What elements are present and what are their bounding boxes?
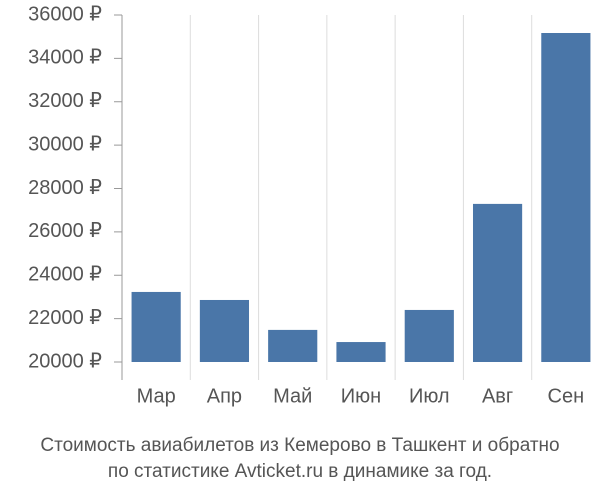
y-tick-label: 30000 ₽ xyxy=(28,133,102,155)
x-tick-label: Июн xyxy=(341,385,381,407)
y-tick-label: 20000 ₽ xyxy=(28,350,102,372)
bar xyxy=(404,309,454,362)
x-tick-label: Апр xyxy=(207,385,242,407)
x-tick-label: Сен xyxy=(548,385,585,407)
bar xyxy=(336,342,386,362)
bar xyxy=(268,329,318,362)
chart-title: по статистике Avticket.ru в динамике за … xyxy=(108,461,492,482)
y-tick-label: 36000 ₽ xyxy=(28,3,102,25)
x-tick-label: Июл xyxy=(409,385,450,407)
y-tick-label: 28000 ₽ xyxy=(28,177,102,199)
y-tick-label: 24000 ₽ xyxy=(28,264,102,286)
y-tick-label: 32000 ₽ xyxy=(28,90,102,112)
y-tick-label: 22000 ₽ xyxy=(28,307,102,329)
x-tick-label: Мар xyxy=(137,385,176,407)
bar xyxy=(199,299,250,362)
chart-title: Стоимость авиабилетов из Кемерово в Ташк… xyxy=(40,435,559,456)
bar xyxy=(131,291,181,362)
x-tick-label: Май xyxy=(273,385,312,407)
bar xyxy=(472,203,523,362)
bar xyxy=(541,33,591,363)
x-tick-label: Авг xyxy=(482,385,513,407)
y-tick-label: 26000 ₽ xyxy=(28,220,102,242)
y-tick-label: 34000 ₽ xyxy=(28,47,102,69)
